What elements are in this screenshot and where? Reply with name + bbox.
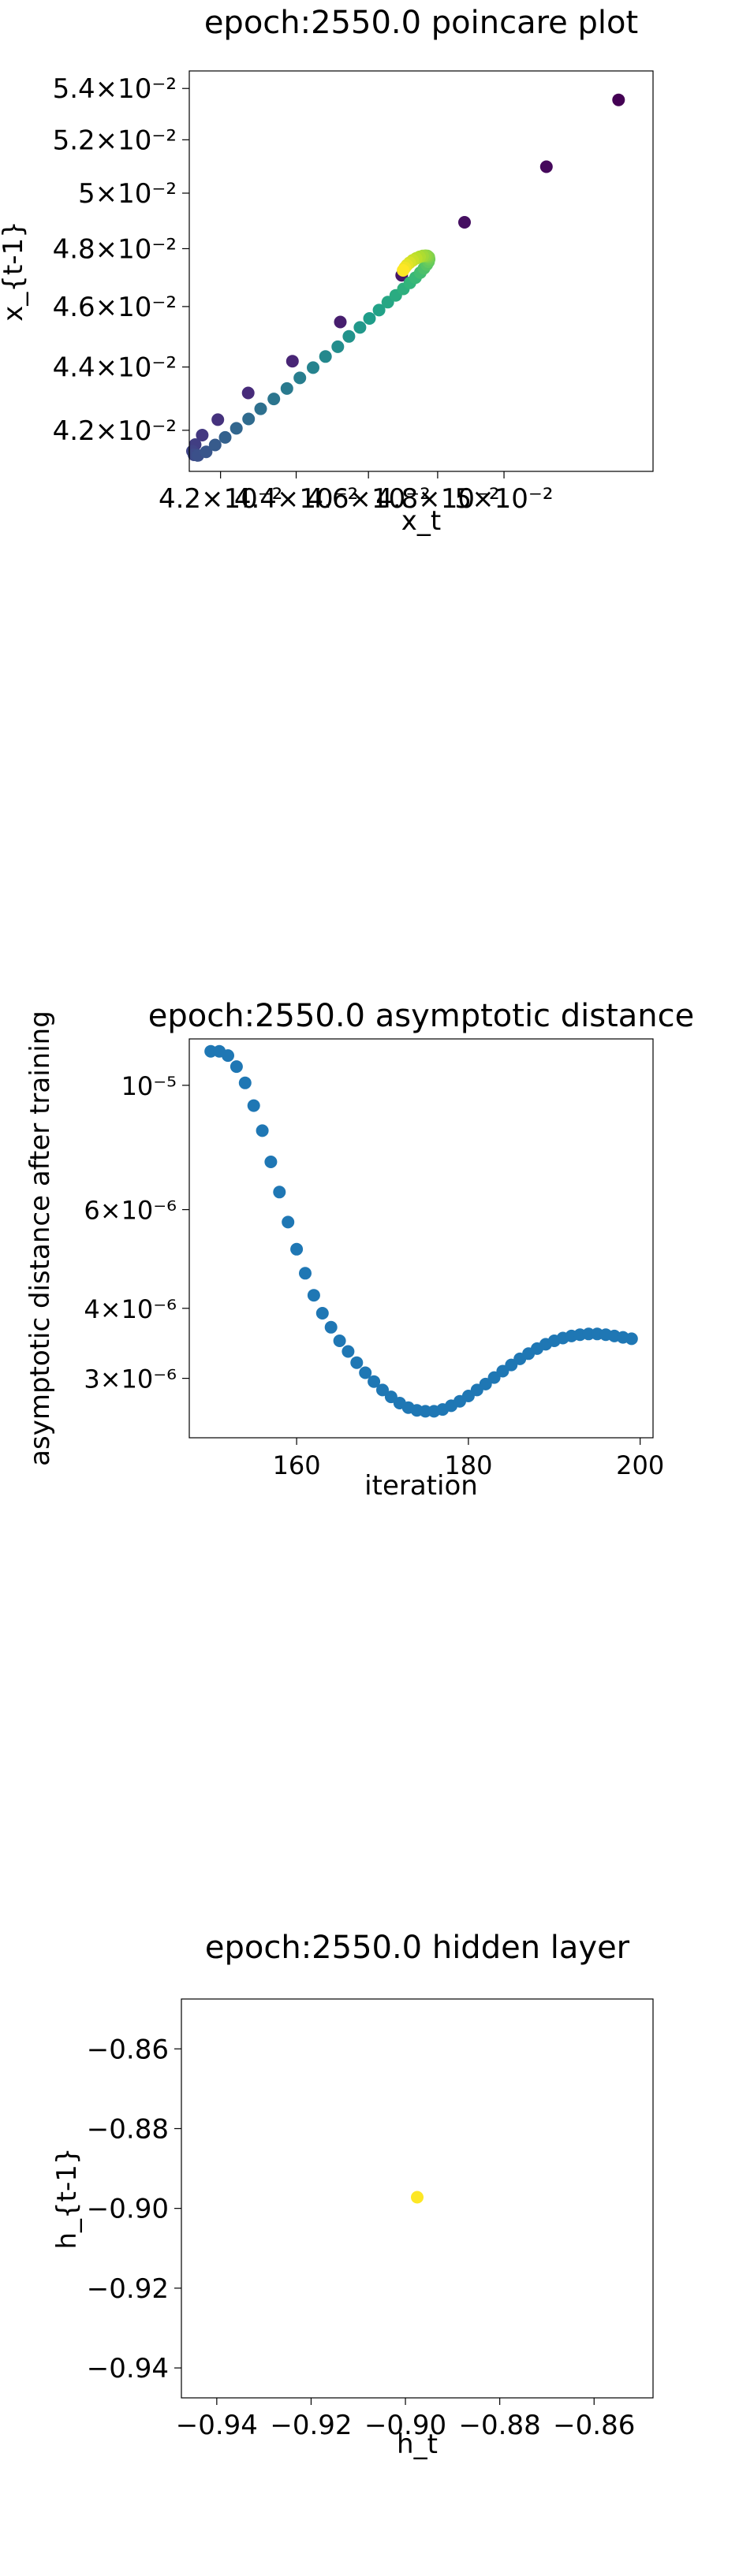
data-point	[479, 1377, 492, 1390]
data-point	[293, 371, 307, 385]
data-point	[458, 216, 471, 229]
data-point	[230, 1060, 243, 1074]
chart-3: epoch:2550.0 hidden layer −0.94 −0.92 −0.90…	[51, 1930, 654, 2460]
chart-title: epoch:2550.0 hidden layer	[205, 1930, 630, 1966]
data-point	[397, 264, 410, 277]
chart-title: epoch:2550.0 poincare plot	[204, 5, 638, 41]
x-tick-label: −0.86	[553, 2410, 635, 2441]
data-point	[333, 1335, 346, 1347]
x-tick-label: −0.90	[364, 2410, 446, 2441]
plot-frame	[181, 1998, 654, 2399]
data-point	[238, 1076, 252, 1089]
y-tick-label: −0.92	[87, 2273, 169, 2305]
data-point	[342, 1345, 355, 1358]
data-point	[331, 340, 345, 353]
x-tick-label: 4.4×10⁻²	[234, 483, 358, 515]
x-tick-label: 180	[444, 1450, 492, 1480]
data-point	[334, 315, 347, 329]
x-tick-label: −0.88	[459, 2410, 541, 2441]
data-point	[319, 350, 332, 363]
data-point	[273, 1186, 286, 1199]
data-point	[241, 386, 255, 400]
data-point	[208, 438, 222, 452]
x-axis-label: h_t	[397, 2429, 438, 2460]
data-point	[290, 1242, 304, 1256]
chart-title: epoch:2550.0 asymptotic distance	[148, 998, 695, 1034]
x-tick-label: 4.6×10⁻²	[306, 483, 430, 515]
data-point	[218, 430, 232, 444]
data-point	[625, 1332, 638, 1346]
data-point	[324, 1320, 338, 1334]
data-point	[286, 355, 299, 368]
y-tick-label: 5×10⁻²	[78, 178, 177, 210]
x-axis-label: iteration	[364, 1470, 478, 1502]
y-tick-label: 4.2×10⁻²	[53, 415, 177, 447]
data-point	[222, 1049, 234, 1063]
data-point	[368, 1375, 381, 1388]
data-point	[299, 1267, 312, 1280]
data-point	[376, 1383, 389, 1397]
data-point	[200, 445, 213, 459]
data-point	[267, 393, 281, 406]
data-point	[264, 1156, 278, 1168]
y-axis-label: asymptotic distance after training	[24, 1011, 56, 1466]
y-tick-label: 5.2×10⁻²	[53, 125, 177, 156]
data-point	[254, 402, 267, 415]
y-tick-label: 6×10⁻⁶	[84, 1196, 177, 1226]
x-tick-label: 5×10⁻²	[455, 483, 554, 515]
data-point	[196, 429, 209, 441]
data-point	[359, 1366, 372, 1379]
x-tick-label: 4.2×10⁻²	[159, 483, 282, 515]
x-tick-label: 160	[273, 1450, 321, 1480]
x-tick-label: 200	[616, 1450, 664, 1480]
data-point	[411, 2191, 424, 2204]
x-tick-label: −0.94	[176, 2410, 258, 2441]
y-tick-label: 5.4×10⁻²	[53, 73, 177, 105]
data-point	[307, 361, 319, 374]
y-tick-label: −0.90	[87, 2194, 169, 2225]
y-axis-label: h_{t-1}	[51, 2147, 83, 2249]
data-point	[363, 312, 376, 325]
data-point	[282, 1215, 295, 1229]
x-tick-label: 4.8×10⁻²	[375, 483, 499, 515]
data-point	[242, 412, 256, 426]
data-point	[230, 422, 243, 435]
data-point	[342, 329, 356, 343]
data-point	[211, 413, 225, 426]
y-tick-label: 4.4×10⁻²	[53, 352, 177, 384]
plot-frame	[188, 1038, 654, 1439]
data-point	[353, 321, 367, 334]
y-tick-label: −0.94	[87, 2353, 169, 2384]
y-tick-label: −0.88	[87, 2113, 169, 2145]
data-point	[315, 1307, 329, 1320]
data-point	[280, 382, 293, 395]
data-point	[372, 303, 386, 317]
chart-2: epoch:2550.0 asymptotic distance 160 180 20…	[24, 998, 694, 1502]
y-tick-label: 4.6×10⁻²	[53, 292, 177, 323]
data-point	[247, 1099, 260, 1112]
x-tick-label: −0.92	[270, 2410, 352, 2441]
data-point	[539, 160, 553, 173]
data-point	[256, 1124, 269, 1137]
x-axis-label: x_t	[401, 505, 441, 537]
data-point	[307, 1289, 320, 1302]
data-point	[350, 1356, 364, 1369]
chart-1: epoch:2550.0 poincare plot4.2×10⁻²4.4×10…	[0, 5, 654, 537]
data-point	[612, 93, 625, 106]
plot-frame	[188, 70, 654, 472]
y-tick-label: −0.86	[87, 2034, 169, 2065]
y-tick-label: 10⁻⁵	[121, 1071, 177, 1101]
y-tick-label: 3×10⁻⁶	[84, 1364, 177, 1394]
y-tick-label: 4×10⁻⁶	[84, 1294, 177, 1324]
y-axis-label: x_{t-1}	[0, 221, 29, 322]
y-tick-label: 4.8×10⁻²	[53, 233, 177, 265]
